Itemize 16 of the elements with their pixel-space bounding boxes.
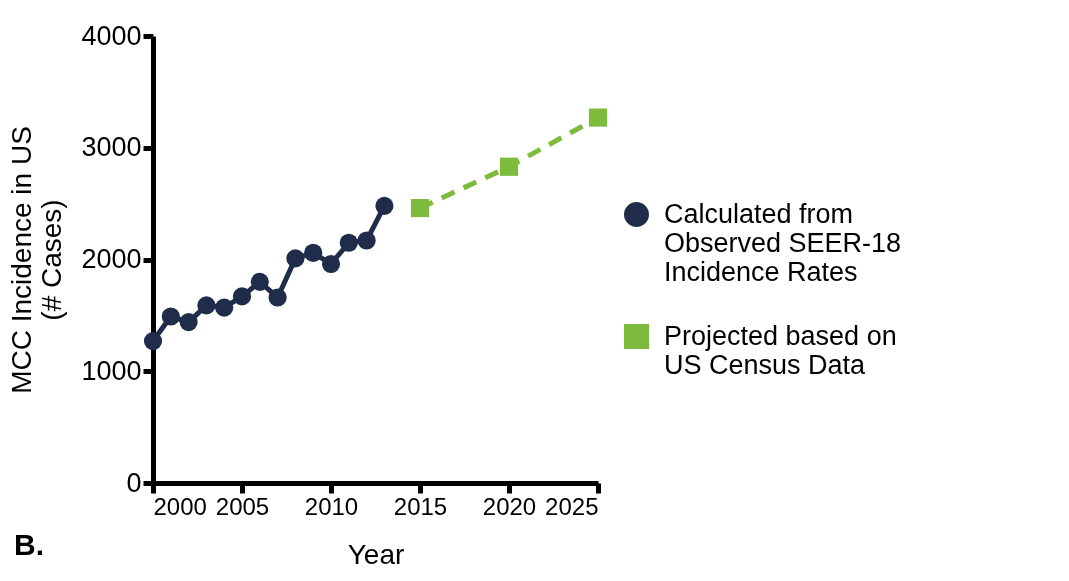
text: B.	[14, 528, 44, 562]
y-tick-label: 4000	[81, 20, 142, 51]
x-tick-label: 2015	[393, 492, 448, 520]
legend-label: Calculated from Observed SEER-18 Incidence Rates	[664, 198, 902, 287]
x-tick-label: 2010	[304, 492, 359, 520]
y-axis-title: MCC Incidence in US (# Cases)	[6, 126, 68, 394]
y-tick-label: 3000	[81, 132, 142, 163]
x-tick-label: 2005	[215, 492, 270, 520]
legend-label: Projected based on US Census Data	[664, 320, 897, 380]
x-axis-title: Year	[347, 538, 405, 570]
x-tick-label: 2000	[153, 492, 207, 520]
x-tick-label: 2020	[482, 492, 537, 520]
y-tick-label: 1000	[81, 355, 142, 386]
x-tick-label: 2025	[545, 492, 599, 520]
y-tick-label: 2000	[81, 244, 142, 274]
y-tick-label: 0	[126, 467, 142, 498]
